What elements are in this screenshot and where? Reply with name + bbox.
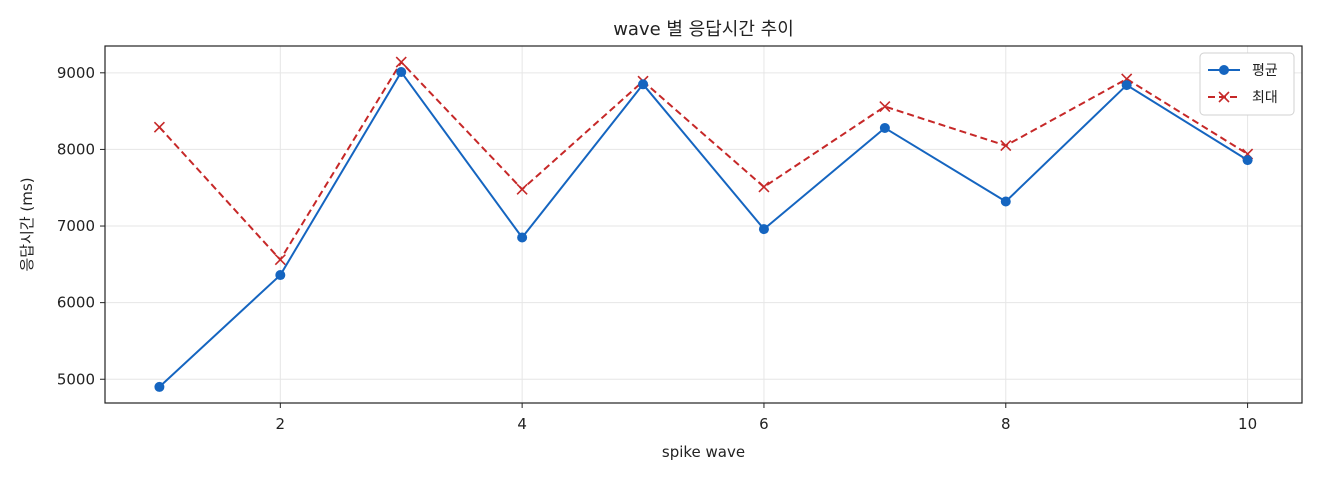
data-point xyxy=(879,100,891,113)
data-point xyxy=(1121,80,1132,91)
series-mean xyxy=(154,67,1253,392)
x-tick-label: 10 xyxy=(1238,415,1257,433)
legend-marker xyxy=(1219,65,1229,75)
legend-item: 최대 xyxy=(1208,90,1278,106)
x-marker-stroke xyxy=(516,183,528,195)
y-tick-label: 6000 xyxy=(57,294,95,312)
y-axis-label: 응답시간 (ms) xyxy=(18,177,36,271)
x-marker-stroke xyxy=(879,100,891,113)
x-marker-stroke xyxy=(1218,91,1230,103)
data-point xyxy=(275,270,286,281)
data-point xyxy=(516,183,528,195)
data-point xyxy=(154,381,165,392)
legend-box xyxy=(1199,52,1295,116)
data-point xyxy=(153,121,165,133)
x-marker-stroke xyxy=(1000,140,1012,152)
legend-label: 최대 xyxy=(1252,90,1278,106)
data-point xyxy=(1000,196,1011,207)
y-tick-label: 5000 xyxy=(57,370,95,388)
legend-marker xyxy=(1218,91,1230,103)
series-max xyxy=(153,56,1254,266)
y-tick-label: 7000 xyxy=(57,217,95,235)
data-point xyxy=(396,67,407,78)
data-point xyxy=(758,181,770,193)
series-line xyxy=(158,71,1249,388)
x-marker-stroke xyxy=(758,181,770,193)
y-tick-label: 9000 xyxy=(57,64,95,82)
data-point xyxy=(1242,155,1253,166)
x-tick-label: 6 xyxy=(759,415,769,433)
x-tick-label: 8 xyxy=(1001,415,1011,433)
x-marker-stroke xyxy=(395,56,407,68)
data-point xyxy=(395,56,407,68)
data-point xyxy=(879,122,890,133)
x-marker-stroke xyxy=(274,254,286,266)
grid xyxy=(105,46,1302,403)
series-layer xyxy=(153,56,1254,392)
data-point xyxy=(517,232,528,243)
x-marker-stroke xyxy=(153,121,165,133)
data-point xyxy=(1000,140,1012,152)
x-tick-label: 4 xyxy=(517,415,527,433)
data-point xyxy=(274,254,286,266)
series-line xyxy=(158,61,1249,261)
data-point xyxy=(638,79,649,90)
data-point xyxy=(758,224,769,235)
legend-item: 평균 xyxy=(1208,63,1278,79)
y-tick-label: 8000 xyxy=(57,140,95,158)
x-axis-label: spike wave xyxy=(662,443,745,461)
chart-title: wave 별 응답시간 추이 xyxy=(613,19,794,40)
plot-frame xyxy=(104,45,1303,404)
x-tick-label: 2 xyxy=(276,415,286,433)
legend-label: 평균 xyxy=(1252,63,1278,79)
ticks: 2 4 6 8 10 5000 6000 7000 8000 9000 xyxy=(57,64,1257,433)
